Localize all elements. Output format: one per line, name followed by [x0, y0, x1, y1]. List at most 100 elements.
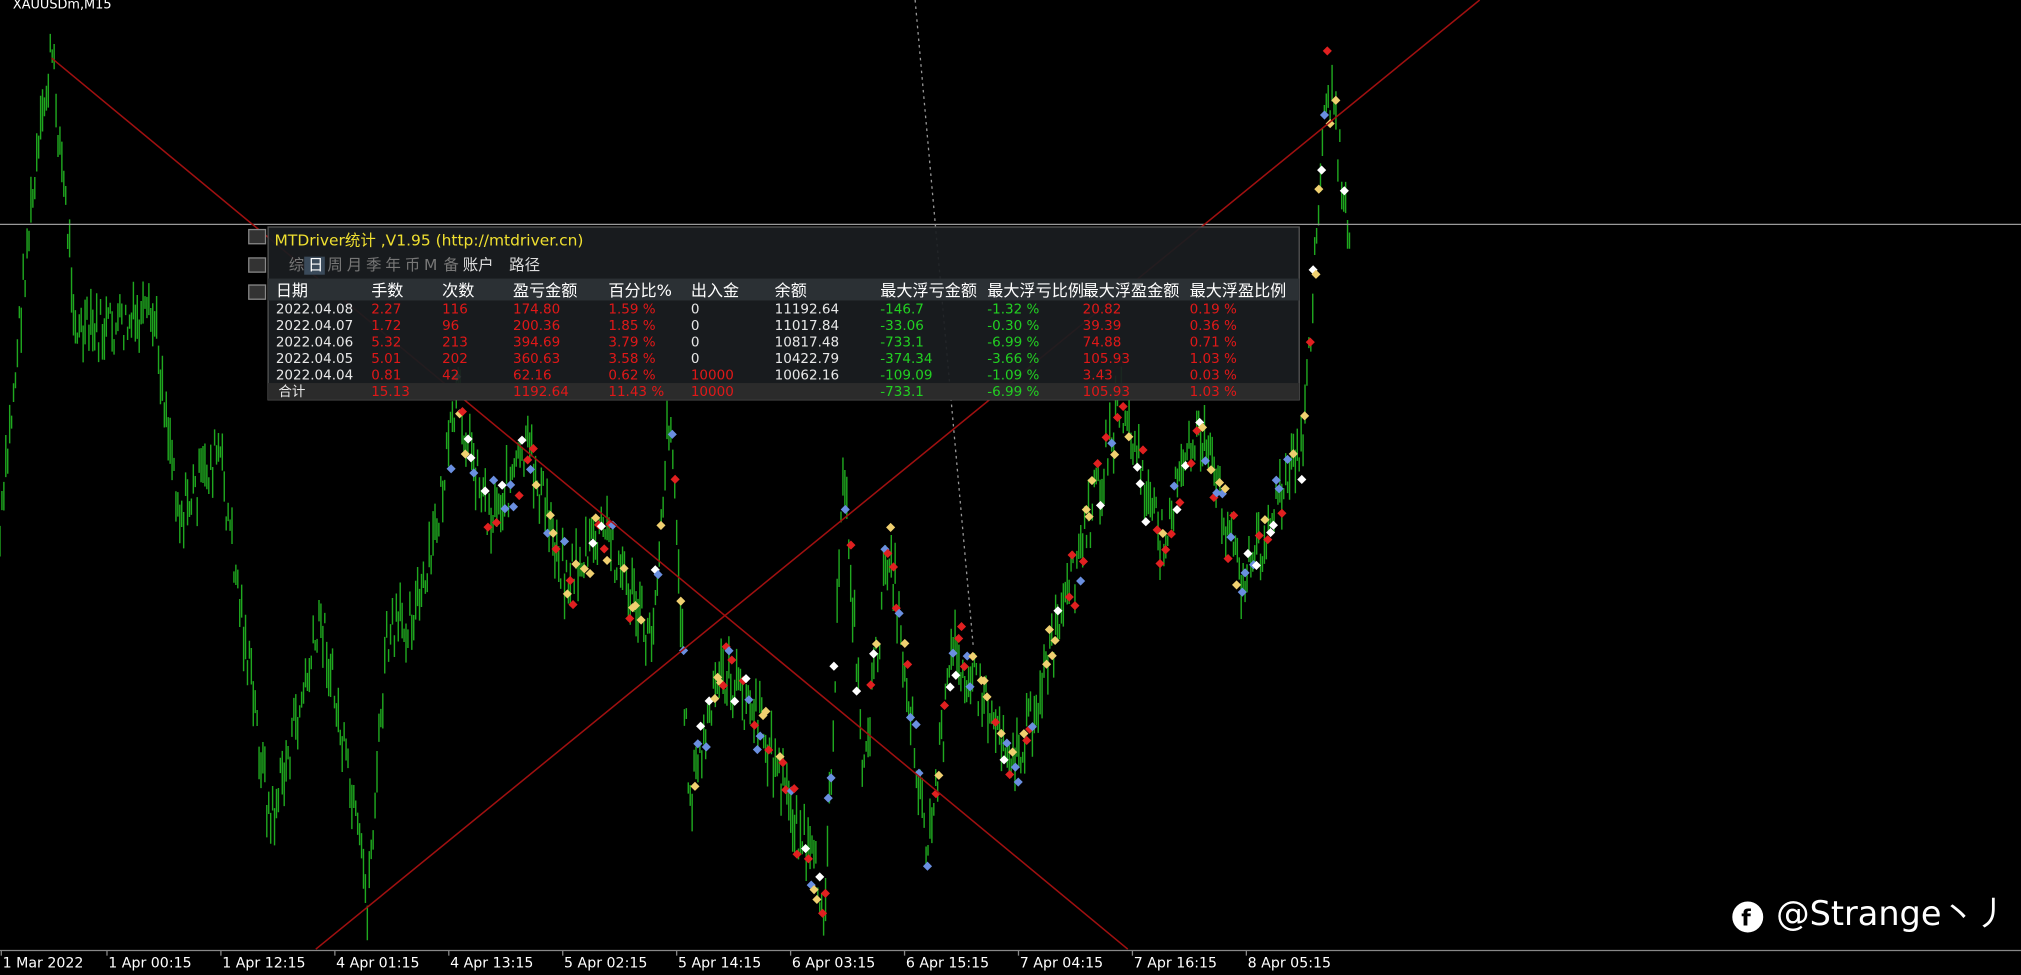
tab[interactable]: 季: [366, 256, 381, 274]
trade-marker: [1042, 659, 1052, 669]
table-cell: -1.09 %: [987, 368, 1039, 384]
tab[interactable]: 周: [327, 256, 342, 274]
trade-marker: [1186, 458, 1196, 469]
total-cell: 合计: [278, 384, 305, 400]
trade-marker: [954, 633, 964, 644]
trade-marker: [710, 694, 720, 704]
table-cell: 174.80: [513, 302, 560, 318]
table-cell: -1.32 %: [987, 302, 1039, 318]
trade-marker: [1206, 465, 1216, 475]
x-tick-label: 7 Apr 16:15: [1134, 955, 1217, 971]
tab-highlight: [304, 256, 325, 275]
column-header: 盈亏金额: [513, 281, 577, 300]
column-header: 最大浮亏金额: [880, 281, 977, 300]
table-cell: 10062.16: [775, 368, 839, 384]
trade-marker: [727, 655, 737, 665]
facebook-glyph: f: [1741, 907, 1751, 932]
trade-marker: [619, 563, 629, 573]
tab[interactable]: 路径: [509, 256, 540, 274]
tabs: 综日周月季年币 M 备账户 路径: [289, 256, 540, 275]
trade-marker: [1005, 769, 1015, 780]
table-cell: 39.39: [1083, 318, 1122, 334]
tab[interactable]: 月: [347, 256, 362, 274]
trade-marker: [480, 486, 490, 496]
table-cell: 5.01: [371, 351, 401, 367]
trade-marker: [939, 700, 950, 711]
table-cell: 1.72: [371, 318, 401, 334]
trade-marker: [965, 682, 975, 692]
trade-marker: [1169, 481, 1179, 491]
tab[interactable]: 日: [308, 256, 323, 274]
x-tick-label: 5 Apr 02:15: [564, 955, 647, 971]
x-tick-label: 7 Apr 04:15: [1020, 955, 1103, 971]
trade-marker: [1124, 432, 1134, 442]
trade-marker: [460, 449, 470, 459]
icon: [248, 284, 267, 300]
trade-marker: [1229, 510, 1239, 520]
trade-marker: [752, 744, 762, 755]
table-cell: 3.58 %: [608, 351, 655, 367]
table-cell: 5.32: [371, 335, 401, 351]
trade-marker: [744, 695, 754, 705]
trade-marker: [1002, 738, 1012, 748]
trade-marker: [764, 745, 774, 755]
table-cell: 200.36: [513, 318, 560, 334]
column-header: 余额: [775, 281, 807, 300]
trade-marker: [951, 670, 961, 680]
table-cell: 10000: [691, 368, 734, 384]
trade-marker: [945, 682, 955, 692]
trade-marker: [1220, 484, 1230, 494]
icon: [248, 228, 267, 245]
trade-marker: [528, 444, 538, 454]
trade-marker: [956, 622, 967, 632]
panel-title: MTDriver统计 ,V1.95 (http://mtdriver.cn): [275, 232, 584, 250]
table-cell: 10422.79: [775, 351, 839, 367]
tab[interactable]: M: [424, 256, 437, 274]
trade-marker: [934, 770, 944, 780]
table-cell: 2022.04.06: [276, 335, 353, 351]
trade-marker: [1243, 549, 1253, 559]
column-header: 手数: [371, 281, 403, 300]
trade-marker: [571, 559, 581, 569]
trade-marker: [500, 504, 510, 514]
trade-marker: [676, 596, 686, 606]
tab[interactable]: 备: [443, 256, 459, 274]
trade-marker: [1311, 269, 1321, 279]
trade-marker: [565, 575, 575, 586]
trade-marker: [469, 468, 479, 478]
trade-marker: [1212, 488, 1222, 498]
tab[interactable]: 账户: [463, 256, 494, 274]
stats-panel: [267, 226, 1300, 401]
table-cell: 394.69: [513, 335, 560, 351]
table-cell: -146.7: [880, 302, 924, 318]
trade-marker: [1237, 587, 1247, 597]
trade-marker: [869, 649, 879, 659]
price-chart: [0, 33, 1351, 941]
tab[interactable]: 币: [405, 256, 420, 274]
tab[interactable]: 年: [385, 256, 400, 274]
trade-marker: [1297, 474, 1307, 485]
trade-marker: [1064, 592, 1074, 602]
total-cell: 10000: [691, 384, 734, 400]
trade-marker: [755, 731, 765, 741]
trade-marker: [596, 521, 606, 531]
table-cell: 2022.04.04: [276, 368, 353, 384]
trade-marker: [696, 721, 706, 731]
trade-marker: [730, 696, 740, 706]
total-band: [268, 383, 1300, 400]
trade-marker: [602, 555, 612, 565]
watermark-text: @Strange丶丿: [1776, 894, 2008, 933]
table-cell: 3.79 %: [608, 335, 655, 351]
trade-marker: [1050, 635, 1060, 646]
trade-marker: [982, 692, 992, 702]
trade-marker: [1141, 517, 1151, 527]
trade-marker: [489, 475, 499, 485]
trade-marker: [667, 429, 677, 439]
tab[interactable]: 综: [289, 256, 304, 274]
column-header: 百分比%: [608, 281, 672, 300]
trade-marker: [1300, 411, 1310, 421]
trade-marker: [886, 522, 896, 532]
trade-marker: [1317, 165, 1327, 175]
x-tick-label: 4 Apr 13:15: [450, 955, 533, 971]
trade-marker: [559, 536, 570, 546]
